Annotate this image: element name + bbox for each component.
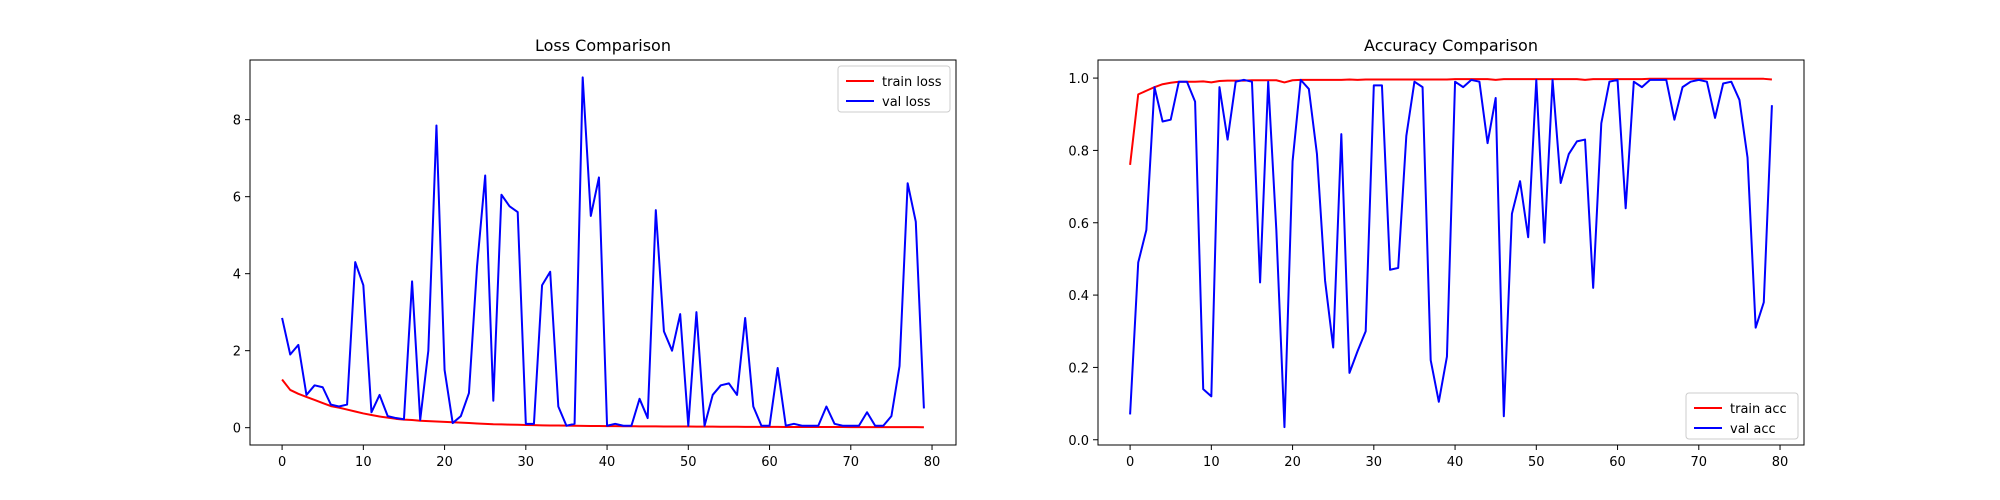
x-tick-label: 30 [518, 455, 535, 470]
axes-frame [1097, 59, 1805, 446]
series-line-train-acc [1129, 77, 1772, 165]
x-tick-label: 60 [1609, 455, 1626, 470]
y-tick-label: 1.0 [1068, 72, 1089, 87]
x-tick-label: 70 [843, 455, 860, 470]
chart-1: Accuracy Comparison 0 10 20 30 40 50 60 70 80 0.0 0… [1068, 36, 1805, 470]
y-tick-label: 0.4 [1068, 289, 1089, 304]
series-line-train-loss [281, 378, 924, 429]
x-tick-label: 70 [1691, 455, 1708, 470]
x-tick-label: 10 [1203, 455, 1220, 470]
legend-label: val acc [1730, 422, 1776, 437]
y-tick-label: 0.0 [1068, 434, 1089, 449]
x-tick-label: 20 [1284, 455, 1301, 470]
series-line-val-acc [1129, 78, 1773, 429]
x-tick-label: 50 [1528, 455, 1545, 470]
x-tick-label: 80 [1772, 455, 1789, 470]
y-tick-label: 0.6 [1068, 217, 1089, 232]
legend-label: val loss [882, 95, 931, 110]
y-tick-label: 6 [233, 191, 241, 206]
chart-0: Loss Comparison 0 10 20 30 40 50 60 70 80 0 2 4 6 8 tra… [233, 36, 957, 470]
x-tick-label: 80 [924, 455, 941, 470]
x-tick-label: 20 [436, 455, 453, 470]
legend: train loss val loss [837, 65, 951, 113]
legend-label: train acc [1730, 402, 1787, 417]
y-tick-label: 0 [233, 422, 241, 437]
legend-label: train loss [882, 75, 942, 90]
series-line-val-loss [281, 76, 925, 427]
y-tick-label: 2 [233, 345, 241, 360]
x-tick-label: 60 [761, 455, 778, 470]
chart-title: Accuracy Comparison [1364, 36, 1538, 55]
x-tick-label: 10 [355, 455, 372, 470]
plot-area [1129, 77, 1773, 429]
x-tick-label: 0 [1126, 455, 1134, 470]
x-tick-label: 40 [1447, 455, 1464, 470]
chart-title: Loss Comparison [535, 36, 671, 55]
x-tick-label: 30 [1366, 455, 1383, 470]
x-tick-label: 50 [680, 455, 697, 470]
legend: train acc val acc [1685, 392, 1799, 440]
axes-frame [249, 59, 957, 446]
y-tick-label: 0.2 [1068, 361, 1089, 376]
x-tick-label: 40 [599, 455, 616, 470]
plot-area [281, 76, 925, 429]
y-tick-label: 0.8 [1068, 144, 1089, 159]
y-tick-label: 4 [233, 268, 241, 283]
y-tick-label: 8 [233, 114, 241, 129]
x-tick-label: 0 [278, 455, 286, 470]
